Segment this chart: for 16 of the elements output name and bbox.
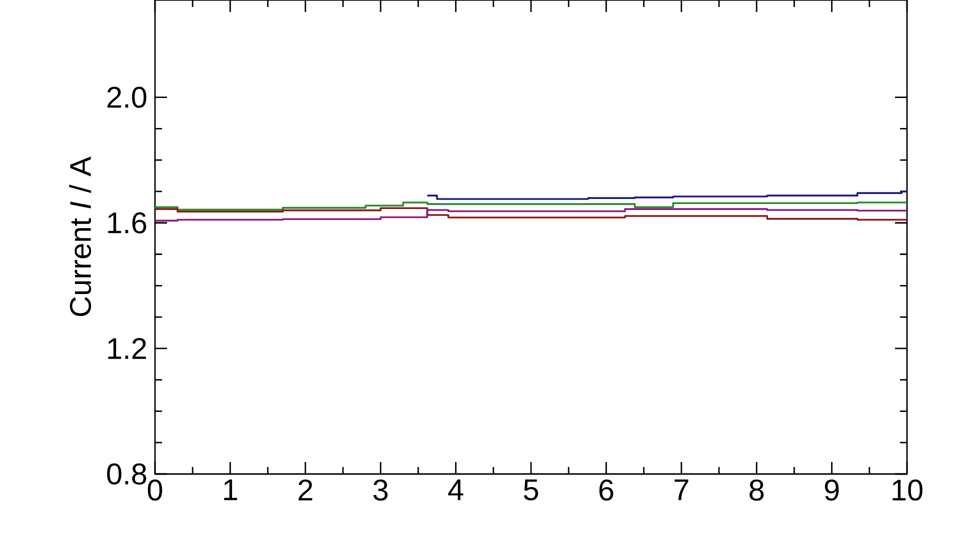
x-tick-label: 6 xyxy=(599,480,614,501)
x-tick-label: 5 xyxy=(524,480,538,500)
y-tick-label: 0.8 xyxy=(107,463,146,485)
y-tick-label: 1.6 xyxy=(108,212,146,234)
y-tick-label: 1.2 xyxy=(108,338,146,359)
x-tick-label: 10 xyxy=(892,480,922,501)
y-tick-label: 2.0 xyxy=(107,86,146,108)
x-tick-label: 3 xyxy=(373,480,388,501)
x-tick-label: 7 xyxy=(674,480,688,500)
x-tick-label: 4 xyxy=(448,480,464,500)
x-tick-label: 9 xyxy=(824,480,839,501)
x-tick-label: 1 xyxy=(224,480,238,500)
x-tick-label: 8 xyxy=(750,480,764,501)
y-axis-title: Current I / A xyxy=(69,156,92,316)
x-tick-label: 2 xyxy=(298,480,312,500)
x-tick-label: 0 xyxy=(148,480,162,501)
